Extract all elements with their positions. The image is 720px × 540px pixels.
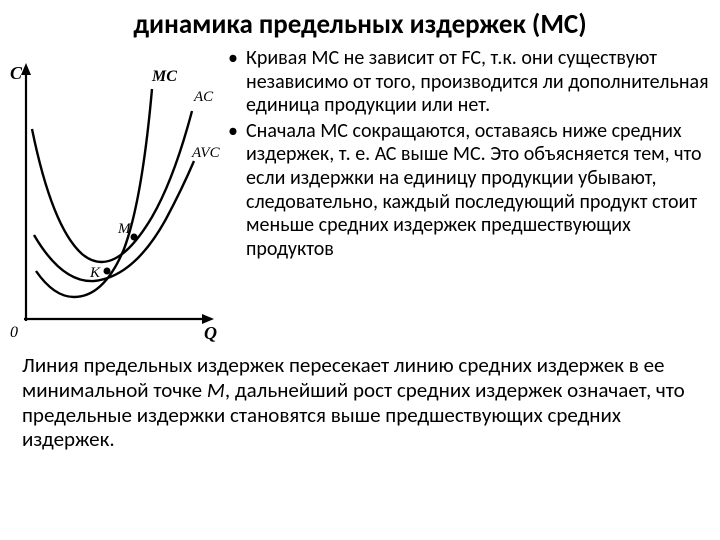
- page-title: динамика предельных издержек (МС): [0, 0, 720, 45]
- content-row: C Q 0 MC AC AVC M K Кривая МС не зависит…: [0, 45, 720, 349]
- y-axis-label: C: [10, 63, 23, 83]
- origin-label: 0: [10, 324, 18, 341]
- point-m: [131, 234, 138, 241]
- label-point-k: K: [89, 265, 101, 281]
- bottom-paragraph: Линия предельных издержек пересекает лин…: [0, 349, 720, 452]
- curve-ac: [32, 111, 192, 262]
- bullet-item: Кривая МС не зависит от FC, т.к. они сущ…: [228, 47, 712, 118]
- label-mc: MC: [151, 68, 177, 85]
- point-k: [104, 268, 111, 275]
- bottom-text-m: М: [207, 377, 225, 403]
- bullet-item: Сначала МС сокращаются, оставаясь ниже с…: [228, 120, 712, 262]
- label-avc: AVC: [191, 145, 221, 161]
- x-axis-label: Q: [204, 323, 217, 343]
- cost-curves-chart: C Q 0 MC AC AVC M K: [4, 49, 222, 349]
- label-point-m: M: [117, 221, 132, 237]
- label-ac: AC: [193, 89, 214, 105]
- bullet-list: Кривая МС не зависит от FC, т.к. они сущ…: [222, 45, 712, 349]
